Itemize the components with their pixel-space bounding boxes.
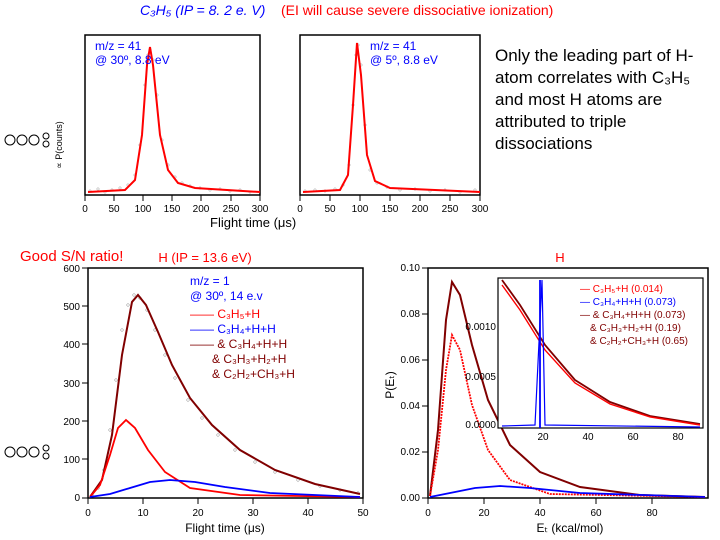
legend-2: ―― C₃H₄+H+H <box>190 322 276 336</box>
inset-leg-5: & C₂H₂+CH₃+H (0.65) <box>590 336 688 347</box>
legend-5: & C₂H₂+CH₃+H <box>212 367 295 381</box>
svg-text:100: 100 <box>63 455 80 466</box>
chart-title: H (IP = 13.6 eV) <box>158 250 251 265</box>
svg-text:0.00: 0.00 <box>401 493 421 504</box>
panel-anno-2: @ 5º, 8.8 eV <box>370 53 438 67</box>
svg-text:0.02: 0.02 <box>401 447 421 458</box>
molecule-formula: C₃H₅ (IP = 8. 2 e. V) <box>140 2 265 18</box>
svg-text:0.10: 0.10 <box>401 263 421 274</box>
legend-1: ―― C₃H₅+H <box>190 307 260 321</box>
svg-text:100: 100 <box>352 204 369 215</box>
svg-text:40: 40 <box>582 432 594 443</box>
svg-text:300: 300 <box>252 204 269 215</box>
svg-text:0.06: 0.06 <box>401 355 421 366</box>
y-ticks: 0.00 0.02 0.04 0.06 0.08 0.10 <box>401 263 428 504</box>
svg-text:40: 40 <box>302 508 314 519</box>
svg-text:50: 50 <box>108 204 120 215</box>
svg-text:80: 80 <box>672 432 684 443</box>
y-ticks: 0 100 200 300 400 500 600 <box>63 264 88 504</box>
svg-text:0: 0 <box>297 204 303 215</box>
x-axis-label: Eₜ (kcal/mol) <box>537 521 604 535</box>
svg-text:0: 0 <box>82 204 88 215</box>
inset-leg-1: ― C₃H₅+H (0.014) <box>580 284 663 295</box>
svg-text:150: 150 <box>164 204 181 215</box>
svg-text:0.0000: 0.0000 <box>465 420 496 431</box>
svg-text:200: 200 <box>63 417 80 428</box>
svg-text:500: 500 <box>63 302 80 313</box>
panel-anno-2: @ 30º, 8.8 eV <box>95 53 170 67</box>
svg-text:100: 100 <box>135 204 152 215</box>
svg-text:250: 250 <box>223 204 240 215</box>
inset-leg-4: & C₃H₃+H₂+H (0.19) <box>590 323 681 334</box>
svg-text:600: 600 <box>63 264 80 275</box>
anno-cond: @ 30º, 14 e.v <box>190 289 263 303</box>
molecule-pictogram-1 <box>2 128 54 152</box>
svg-text:200: 200 <box>412 204 429 215</box>
bottom-left-chart: H (IP = 13.6 eV) 0 100 200 300 400 500 6… <box>40 250 375 535</box>
svg-text:60: 60 <box>590 508 602 519</box>
svg-text:400: 400 <box>63 340 80 351</box>
legend-4: & C₃H₃+H₂+H <box>212 352 286 366</box>
top-left-chart: 0 50 100 150 200 250 300 m/z = 41 @ 30º,… <box>50 25 270 225</box>
svg-text:300: 300 <box>472 204 489 215</box>
svg-text:50: 50 <box>357 508 369 519</box>
svg-text:0.08: 0.08 <box>401 309 421 320</box>
svg-text:300: 300 <box>63 379 80 390</box>
svg-text:∝ P(counts): ∝ P(counts) <box>54 121 64 168</box>
panel-anno-1: m/z = 41 <box>95 39 142 53</box>
svg-text:60: 60 <box>627 432 639 443</box>
x-axis-label: Flight time (μs) <box>185 521 265 535</box>
svg-text:0: 0 <box>74 493 80 504</box>
svg-text:0.0005: 0.0005 <box>465 372 496 383</box>
inset-leg-2: ― C₃H₄+H+H (0.073) <box>580 297 676 308</box>
svg-text:0: 0 <box>425 508 431 519</box>
svg-text:0.04: 0.04 <box>401 401 421 412</box>
commentary-text: Only the leading part of H-atom correlat… <box>495 45 720 155</box>
inset-leg-3: ― & C₃H₄+H+H (0.073) <box>580 310 685 321</box>
y-axis-label: P(Eₜ) <box>383 371 397 399</box>
x-ticks: 0 10 20 30 40 50 <box>85 498 369 519</box>
svg-text:80: 80 <box>646 508 658 519</box>
x-ticks: 0 50 100 150 200 250 300 <box>82 195 269 215</box>
svg-text:20: 20 <box>478 508 490 519</box>
svg-text:20: 20 <box>537 432 549 443</box>
svg-text:40: 40 <box>534 508 546 519</box>
svg-text:30: 30 <box>247 508 259 519</box>
svg-text:20: 20 <box>192 508 204 519</box>
anno-mz: m/z = 1 <box>190 274 230 288</box>
bottom-right-chart: H 0.00 0.02 0.04 0.06 0.08 0.10 0 20 40 … <box>380 250 720 535</box>
top-right-chart: 0 50 100 150 200 250 300 m/z = 41 @ 5º, … <box>275 25 490 225</box>
x-ticks: 0 50 100 150 200 250 300 <box>297 195 489 215</box>
header-note: (EI will cause severe dissociative ioniz… <box>281 2 553 18</box>
svg-text:0.0010: 0.0010 <box>465 322 496 333</box>
svg-text:250: 250 <box>442 204 459 215</box>
svg-text:150: 150 <box>382 204 399 215</box>
molecule-pictogram-2 <box>2 440 54 464</box>
svg-text:50: 50 <box>324 204 336 215</box>
header-molecule: C₃H₅ (IP = 8. 2 e. V) (EI will cause sev… <box>140 2 553 18</box>
svg-text:0: 0 <box>85 508 91 519</box>
svg-text:200: 200 <box>193 204 210 215</box>
svg-text:10: 10 <box>137 508 149 519</box>
legend-3: ―― & C₃H₄+H+H <box>190 337 287 351</box>
panel-anno-1: m/z = 41 <box>370 39 417 53</box>
chart-title: H <box>555 250 564 265</box>
x-ticks: 0 20 40 60 80 <box>425 498 658 519</box>
top-xlabel: Flight time (μs) <box>210 215 296 230</box>
